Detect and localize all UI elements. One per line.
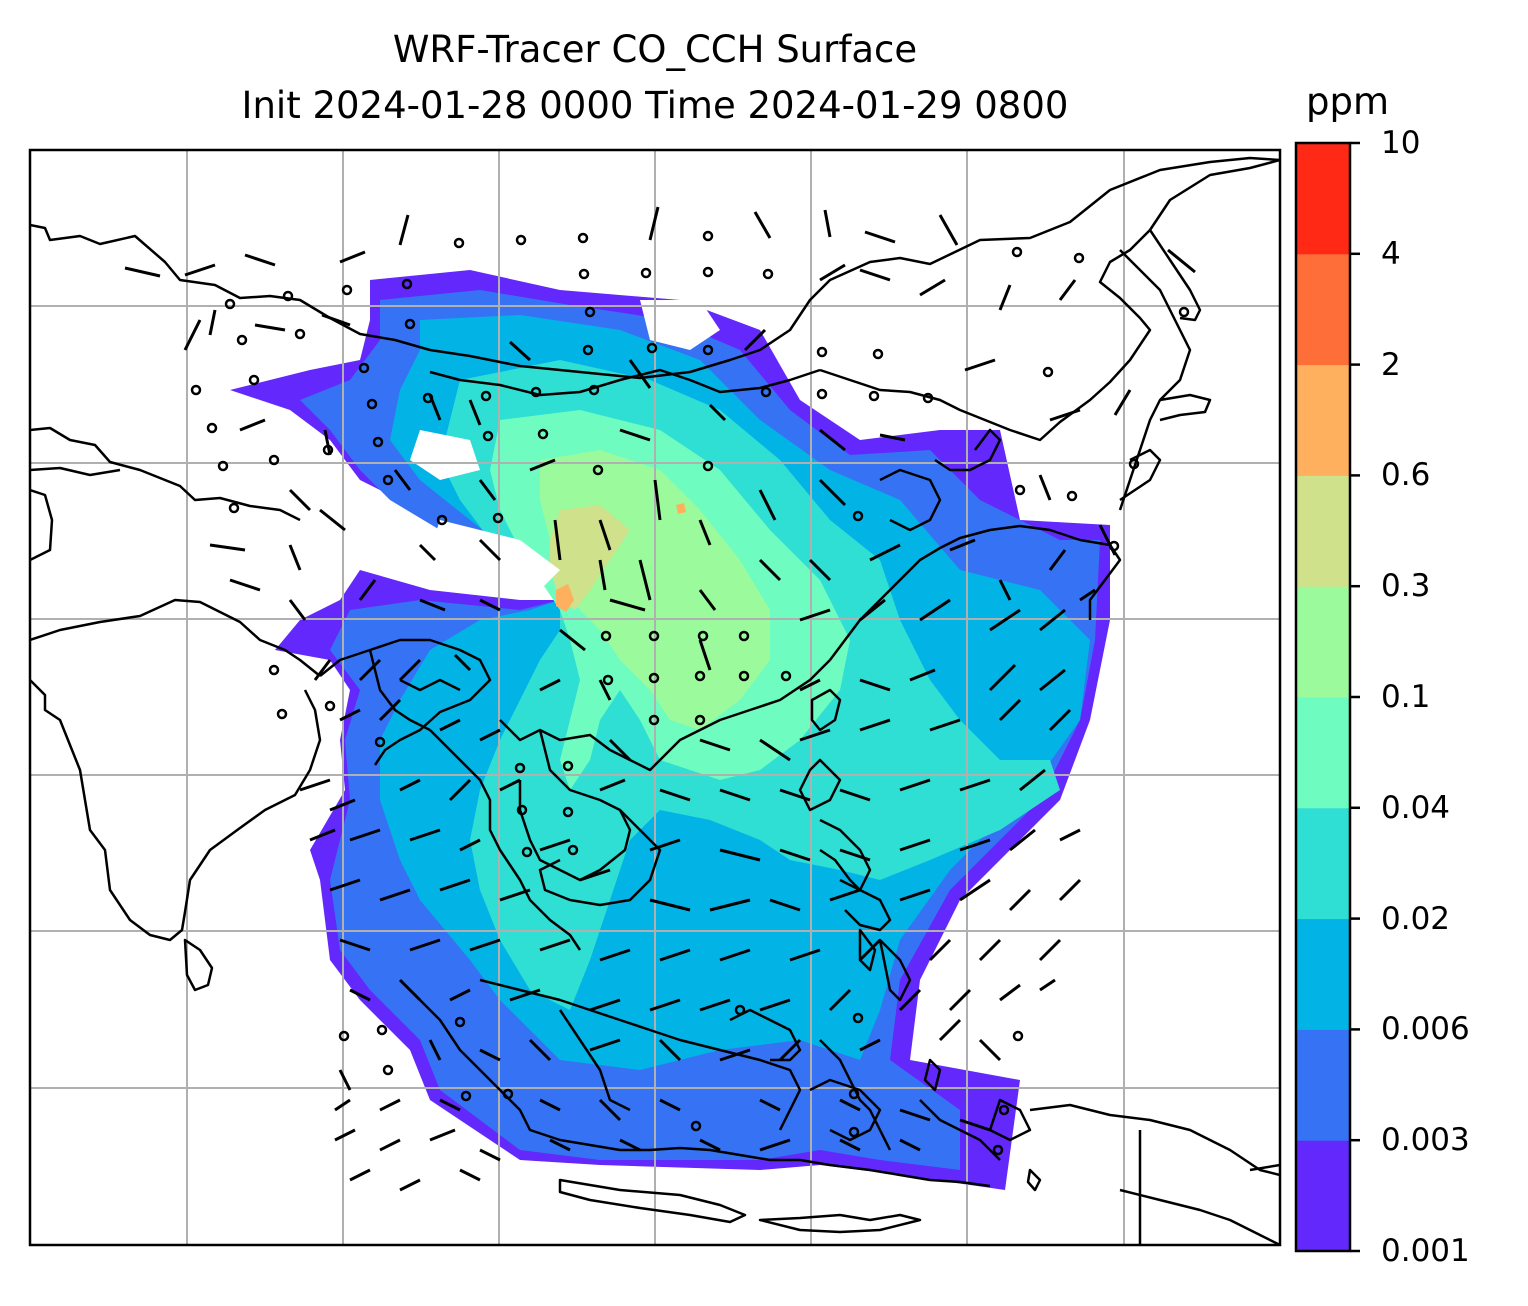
colorbar-segment bbox=[1296, 1029, 1350, 1141]
map-gridlines bbox=[30, 150, 1280, 1245]
colorbar-tick-label: 10 bbox=[1381, 125, 1421, 161]
colorbar bbox=[1294, 141, 1360, 1253]
colorbar-tick-label: 2 bbox=[1381, 346, 1401, 383]
colorbar-tick-label: 0.04 bbox=[1381, 789, 1451, 826]
colorbar-tick-label: 0.02 bbox=[1381, 900, 1451, 937]
colorbar-tick-label: 0.003 bbox=[1381, 1122, 1470, 1159]
map-frame bbox=[28, 148, 1282, 1247]
colorbar-segment bbox=[1296, 1140, 1350, 1252]
map-title-line1: WRF-Tracer CO_CCH Surface bbox=[392, 28, 918, 71]
colorbar-tick-label: 4 bbox=[1381, 235, 1401, 272]
colorbar-tick-label: 0.001 bbox=[1381, 1233, 1470, 1269]
colorbar-segment bbox=[1296, 364, 1350, 476]
colorbar-unit-label: ppm bbox=[1306, 80, 1390, 123]
coastlines bbox=[30, 156, 1280, 1245]
colorbar-segment bbox=[1296, 475, 1350, 587]
colorbar-tick-label: 0.6 bbox=[1381, 457, 1431, 494]
colorbar-tick-label: 0.3 bbox=[1381, 568, 1431, 605]
colorbar-tick-label: 0.1 bbox=[1381, 679, 1431, 715]
field-level-03 bbox=[550, 505, 630, 610]
colorbar-segment bbox=[1296, 586, 1350, 698]
calm-wind-circles bbox=[190, 230, 1190, 1156]
colorbar-segment bbox=[1296, 143, 1350, 255]
colorbar-segment bbox=[1296, 253, 1350, 366]
colorbar-segment bbox=[1296, 918, 1350, 1030]
colorbar-segment bbox=[1296, 807, 1350, 920]
map-title-line2: Init 2024-01-28 0000 Time 2024-01-29 080… bbox=[241, 84, 1069, 127]
wind-barbs bbox=[124, 206, 1196, 1192]
field-level-06 bbox=[556, 584, 574, 612]
colorbar-segment bbox=[1296, 697, 1350, 809]
colorbar-tick-label: 0.006 bbox=[1381, 1011, 1470, 1048]
